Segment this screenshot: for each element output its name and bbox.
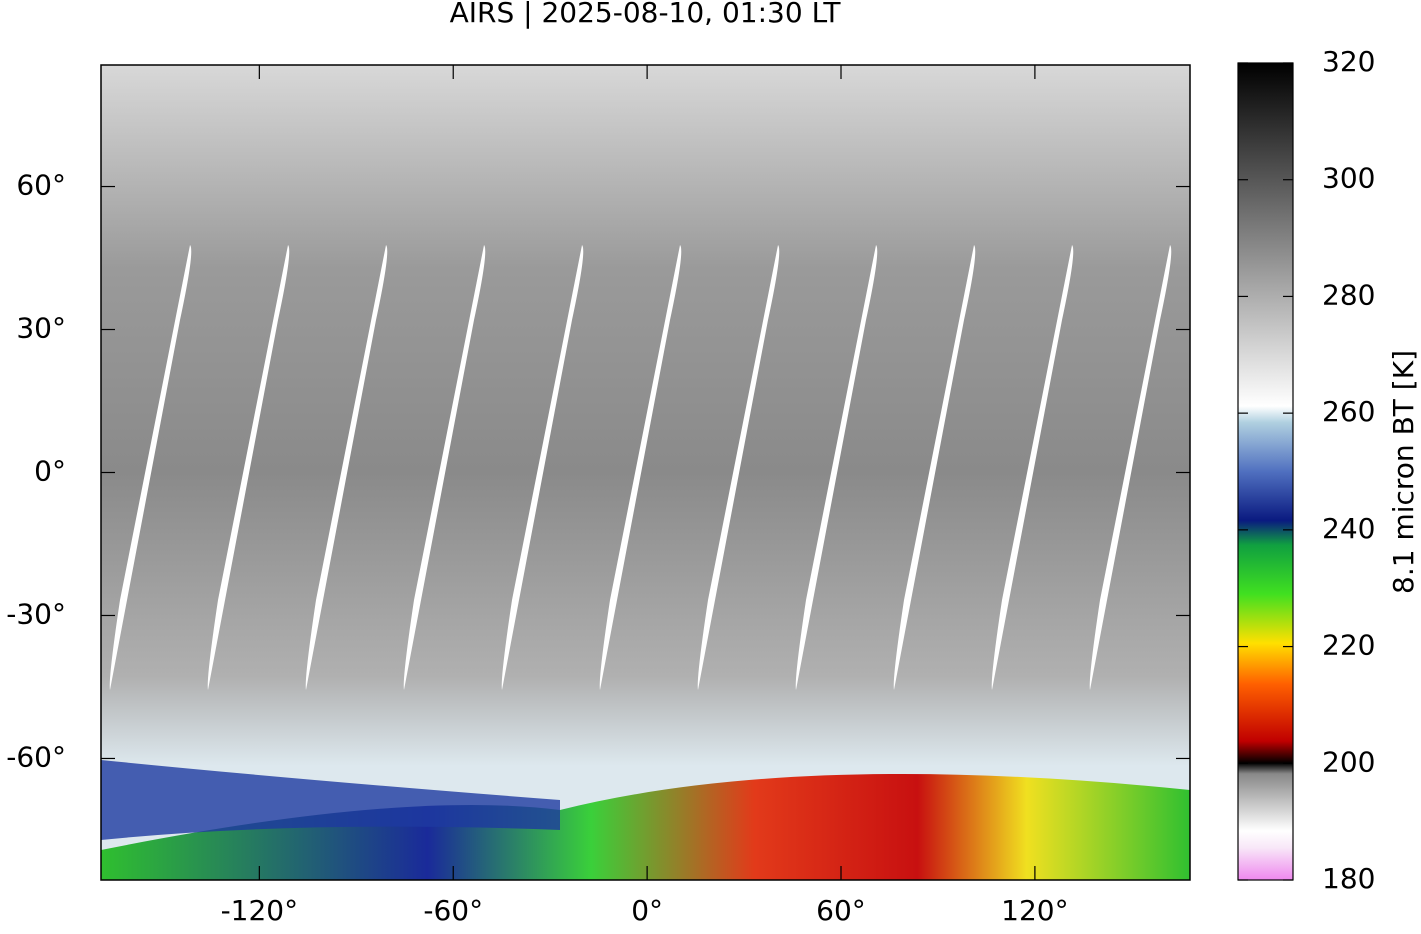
swath-gap (501, 245, 584, 690)
swath-gap (893, 245, 976, 690)
swath-gap (795, 245, 878, 690)
title: AIRS | 2025-08-10, 01:30 LT (450, 0, 842, 29)
colorbar-tick-label: 280 (1322, 278, 1375, 311)
y-tick-label: 60° (16, 169, 66, 202)
colorbar (1237, 62, 1294, 881)
swath-gap (599, 245, 682, 690)
x-tick-label: -60° (423, 894, 483, 927)
x-tick-label: 120° (1001, 894, 1068, 927)
swath-gap (991, 245, 1074, 690)
swath-gap (109, 245, 192, 690)
y-tick-label: -60° (6, 740, 66, 773)
swath-gap (1089, 245, 1172, 690)
swath-gap (207, 245, 290, 690)
swath-gap (697, 245, 780, 690)
x-tick-label: 0° (631, 894, 663, 927)
colorbar-tick-label: 260 (1322, 395, 1375, 428)
x-tick-label: -120° (221, 894, 299, 927)
colorbar-tick-label: 240 (1322, 512, 1375, 545)
swath-gap (305, 245, 388, 690)
colorbar-tick-label: 220 (1322, 629, 1375, 662)
swath-gap (403, 245, 486, 690)
map-image (101, 65, 1190, 880)
colorbar-label: 8.1 micron BT [K] (1387, 350, 1420, 594)
colorbar-tick-label: 200 (1322, 745, 1375, 778)
y-tick-label: -30° (6, 597, 66, 630)
colorbar-tick-label: 180 (1322, 862, 1375, 895)
colorbar-tick-label: 300 (1322, 162, 1375, 195)
y-tick-label: 30° (16, 312, 66, 345)
x-tick-label: 60° (816, 894, 866, 927)
y-tick-label: 0° (34, 455, 66, 488)
colorbar-tick-label: 320 (1322, 45, 1375, 78)
